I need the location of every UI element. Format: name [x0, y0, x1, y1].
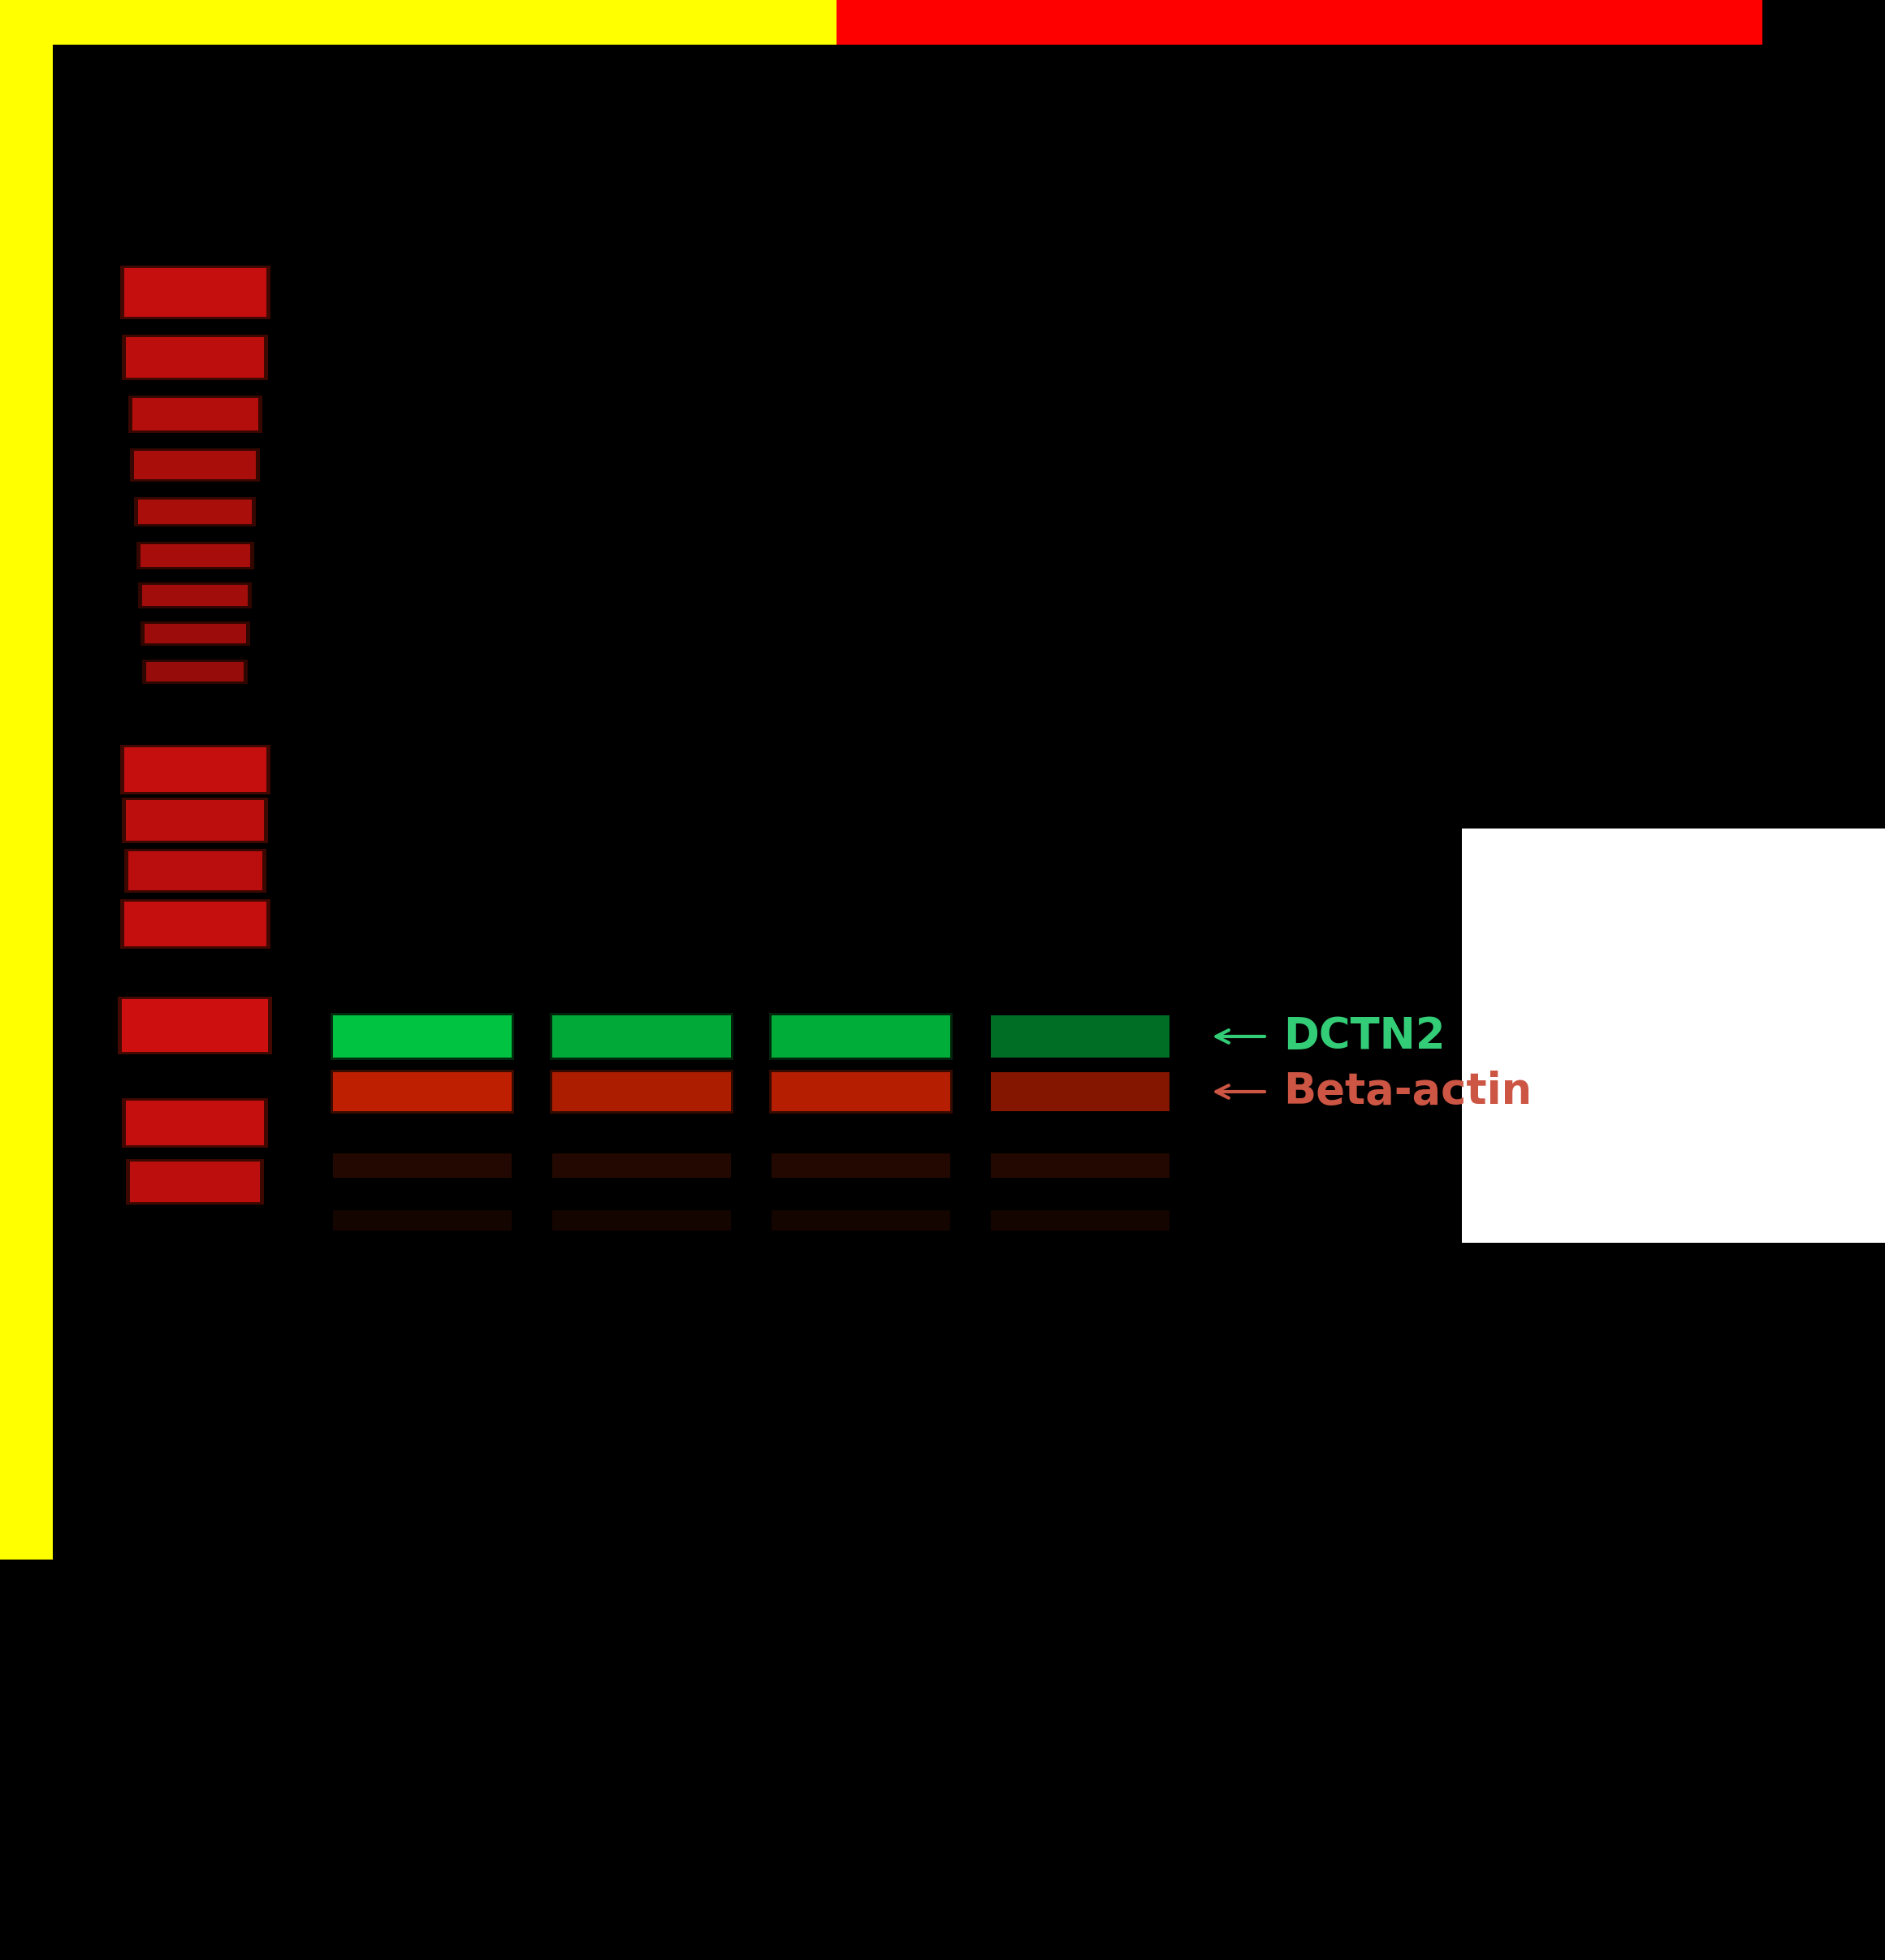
- Bar: [552, 1209, 731, 1231]
- Bar: [128, 396, 262, 433]
- Bar: [769, 1070, 952, 1113]
- Bar: [117, 996, 271, 1054]
- Bar: [992, 1072, 1169, 1111]
- Bar: [126, 800, 264, 841]
- Bar: [552, 1015, 731, 1058]
- Bar: [136, 541, 254, 570]
- Bar: [992, 1209, 1169, 1231]
- Bar: [121, 745, 270, 794]
- Bar: [123, 1000, 268, 1053]
- Bar: [334, 1209, 511, 1231]
- Bar: [138, 500, 253, 523]
- Bar: [126, 1158, 264, 1205]
- Bar: [124, 849, 266, 892]
- Bar: [992, 1152, 1169, 1178]
- Bar: [769, 1013, 952, 1060]
- Bar: [124, 747, 266, 792]
- Bar: [139, 621, 249, 645]
- Bar: [552, 1072, 731, 1111]
- Bar: [992, 1015, 1169, 1058]
- Bar: [550, 1070, 733, 1113]
- Bar: [126, 337, 264, 378]
- Bar: [771, 1209, 950, 1231]
- Bar: [330, 1013, 515, 1060]
- Text: Beta-actin: Beta-actin: [1284, 1070, 1533, 1113]
- Bar: [1463, 829, 1885, 1243]
- Bar: [552, 1152, 731, 1178]
- Bar: [139, 545, 249, 566]
- Bar: [123, 798, 268, 843]
- Bar: [837, 0, 1762, 45]
- Bar: [0, 0, 837, 45]
- Bar: [128, 851, 262, 890]
- Bar: [123, 1098, 268, 1149]
- Bar: [141, 584, 247, 606]
- Bar: [134, 451, 256, 480]
- Bar: [147, 662, 243, 682]
- Bar: [130, 1162, 260, 1201]
- Bar: [143, 623, 245, 643]
- Bar: [0, 0, 53, 1560]
- Bar: [550, 1013, 733, 1060]
- Bar: [141, 661, 247, 684]
- Bar: [771, 1015, 950, 1058]
- Bar: [124, 902, 266, 947]
- Bar: [123, 335, 268, 380]
- Bar: [334, 1015, 511, 1058]
- Bar: [771, 1072, 950, 1111]
- Bar: [134, 498, 256, 527]
- Bar: [330, 1070, 515, 1113]
- Bar: [130, 449, 260, 482]
- Text: DCTN2: DCTN2: [1284, 1015, 1446, 1058]
- Bar: [124, 269, 266, 318]
- Bar: [121, 900, 270, 949]
- Bar: [132, 398, 258, 431]
- Bar: [121, 267, 270, 319]
- Bar: [138, 582, 253, 608]
- Bar: [771, 1152, 950, 1178]
- Bar: [334, 1072, 511, 1111]
- Bar: [334, 1152, 511, 1178]
- Bar: [126, 1102, 264, 1145]
